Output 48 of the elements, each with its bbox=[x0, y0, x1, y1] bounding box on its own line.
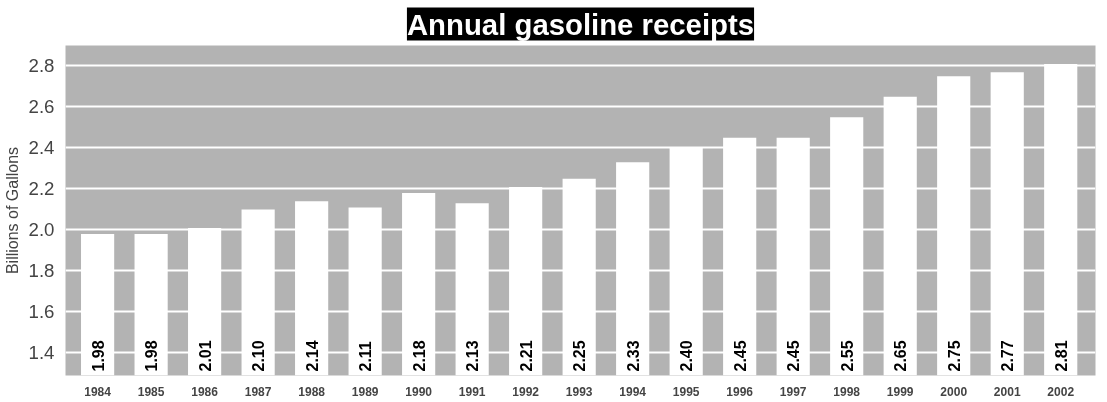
data-label: 2.33 bbox=[624, 340, 642, 372]
data-label: 2.25 bbox=[571, 340, 589, 372]
y-tick-label: 1.4 bbox=[28, 342, 55, 364]
x-tick-label: 1985 bbox=[137, 384, 165, 399]
data-label: 2.01 bbox=[196, 340, 214, 372]
y-tick-label: 2.4 bbox=[28, 137, 55, 159]
data-label: 2.65 bbox=[892, 340, 910, 372]
x-tick-label: 1994 bbox=[619, 384, 647, 399]
chart-title: Annual gasoline receipts bbox=[406, 7, 755, 41]
data-label: 1.98 bbox=[143, 340, 161, 372]
y-tick-label: 2.2 bbox=[28, 178, 55, 200]
x-tick-label: 1991 bbox=[458, 384, 486, 399]
data-label: 2.40 bbox=[678, 340, 696, 372]
x-tick-label: 1989 bbox=[351, 384, 379, 399]
x-tick-label: 1997 bbox=[779, 384, 807, 399]
x-tick-label: 1988 bbox=[298, 384, 326, 399]
x-tick-label: 1993 bbox=[565, 384, 593, 399]
data-label: 2.18 bbox=[410, 340, 428, 372]
x-tick-label: 1992 bbox=[512, 384, 540, 399]
data-label: 1.98 bbox=[89, 340, 107, 372]
x-tick-label: 2002 bbox=[1047, 384, 1075, 399]
data-label: 2.13 bbox=[464, 340, 482, 372]
y-axis-title: Billions of Gallons bbox=[3, 146, 21, 275]
data-label: 2.45 bbox=[785, 340, 803, 372]
data-label: 2.77 bbox=[999, 340, 1017, 372]
x-tick-label: 2001 bbox=[993, 384, 1021, 399]
x-tick-label: 1986 bbox=[191, 384, 219, 399]
data-label: 2.11 bbox=[357, 341, 375, 372]
data-label: 2.75 bbox=[945, 340, 963, 372]
y-tick-label: 2.8 bbox=[28, 55, 55, 77]
x-tick-label: 1995 bbox=[672, 384, 700, 399]
data-label: 2.55 bbox=[838, 340, 856, 372]
x-tick-label: 2000 bbox=[940, 384, 968, 399]
y-tick-label: 1.8 bbox=[28, 260, 55, 282]
data-label: 2.45 bbox=[731, 340, 749, 372]
data-label: 2.14 bbox=[303, 340, 321, 372]
data-label: 2.21 bbox=[517, 340, 535, 372]
x-tick-label: 1996 bbox=[726, 384, 754, 399]
x-tick-label: 1998 bbox=[833, 384, 861, 399]
x-tick-label: 1990 bbox=[405, 384, 433, 399]
y-tick-label: 2.0 bbox=[28, 219, 55, 241]
x-tick-label: 1999 bbox=[886, 384, 914, 399]
y-tick-label: 2.6 bbox=[28, 96, 55, 118]
y-tick-label: 1.6 bbox=[28, 301, 55, 323]
x-tick-label: 1984 bbox=[84, 384, 112, 399]
data-label: 2.10 bbox=[250, 340, 268, 372]
x-tick-label: 1987 bbox=[244, 384, 272, 399]
data-label: 2.81 bbox=[1052, 340, 1070, 372]
